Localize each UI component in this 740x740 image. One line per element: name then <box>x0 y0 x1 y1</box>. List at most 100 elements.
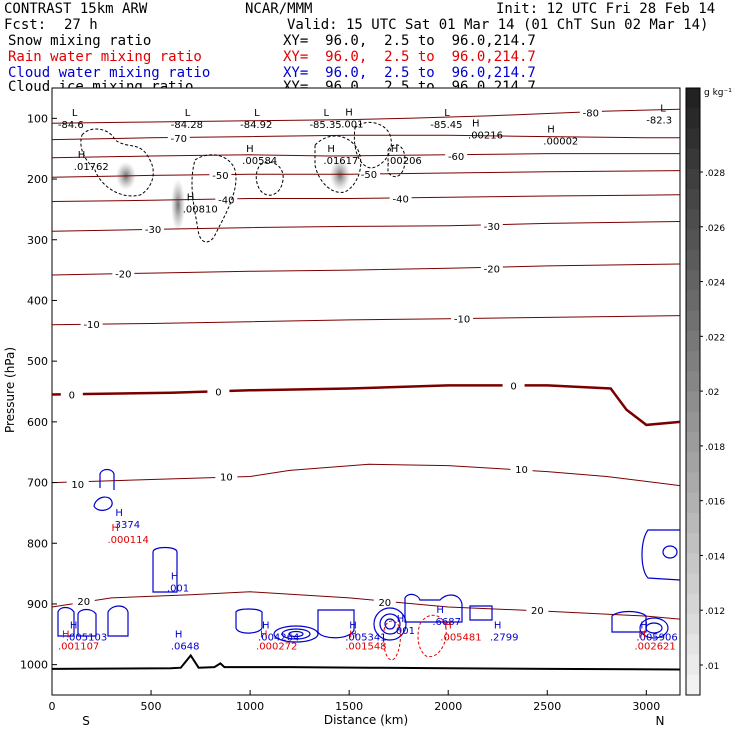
x-tick-label: 2000 <box>434 700 462 713</box>
colorbar-segment <box>686 128 700 150</box>
forecast-hour: 27 h <box>64 17 98 33</box>
isotherm-label-bg <box>80 318 103 331</box>
ice-contour <box>191 154 237 243</box>
max-value-label: .000114 <box>107 535 148 546</box>
colorbar-segment <box>686 270 700 291</box>
isotherm-label-bg <box>215 470 238 483</box>
max-marker: H <box>175 629 183 640</box>
min-marker: L <box>444 108 450 119</box>
isotherm-label-bg <box>112 267 135 280</box>
cloud-water-contour <box>641 529 681 581</box>
max-marker: H <box>327 144 335 155</box>
valid-time: Valid: 15 UTC Sat 01 Mar 14 (01 ChT Sun … <box>287 17 709 33</box>
cloud-water-contour <box>235 608 263 634</box>
max-value-label: .001 <box>393 626 415 637</box>
max-marker: H <box>349 620 357 631</box>
max-marker: H <box>262 620 270 631</box>
colorbar-segment <box>686 330 700 352</box>
x-tick-label: 2500 <box>533 700 561 713</box>
terrain-line <box>51 653 681 671</box>
isotherm-label: -50 <box>212 171 228 182</box>
colorbar-tick-label: .018 <box>705 443 725 453</box>
colorbar-tick-label: .028 <box>705 169 725 179</box>
x-axis-title: Distance (km) <box>324 713 408 727</box>
max-value-label: .001 <box>341 119 363 130</box>
y-axis-title: Pressure (hPa) <box>3 347 17 433</box>
max-marker: H <box>391 144 399 155</box>
isotherm-label: -70 <box>171 134 187 145</box>
isotherm-line <box>51 463 681 487</box>
isotherm-line <box>51 153 680 159</box>
isotherm-label-bg <box>72 594 95 607</box>
isotherm-label-bg <box>357 168 380 181</box>
isotherm-label: 20 <box>77 597 90 608</box>
isotherm-label: -50 <box>361 170 377 181</box>
cloud-water-contour <box>281 628 311 640</box>
isotherm-label-bg <box>579 106 602 119</box>
isotherm-label: 0 <box>215 388 221 399</box>
isotherm-line <box>51 134 680 141</box>
isotherm-label: -20 <box>115 270 131 281</box>
field-label-cloud-water: Cloud water mixing ratio <box>8 65 211 81</box>
colorbar-tick-label: .016 <box>705 498 725 508</box>
isotherm-label-bg <box>215 193 238 206</box>
max-value-label: .005103 <box>66 632 107 643</box>
colorbar-segment <box>686 573 700 595</box>
colorbar-segment <box>686 634 700 656</box>
max-marker: H <box>638 629 646 640</box>
min-marker: L <box>72 108 78 119</box>
isotherm-label: -60 <box>448 152 464 163</box>
isotherm-label-bg <box>480 262 503 275</box>
isotherm-label-bg <box>389 192 412 205</box>
isotherm-label: -80 <box>583 108 599 119</box>
colorbar-segment <box>686 168 700 190</box>
y-tick-label: 500 <box>27 355 48 368</box>
colorbar-segment <box>686 452 700 473</box>
isotherm-label: 20 <box>531 606 544 617</box>
colorbar-segment <box>686 371 700 392</box>
cloud-water-contour <box>662 545 678 559</box>
y-tick-label: 900 <box>27 598 48 611</box>
isotherm-label: 10 <box>71 480 84 491</box>
isotherm-label: 0 <box>69 391 75 402</box>
colorbar-segment <box>686 614 700 635</box>
colorbar-tick-label: .012 <box>705 607 725 617</box>
colorbar-tick-label: .02 <box>705 388 719 398</box>
cloud-water-contour <box>639 617 669 639</box>
cloud-water-contour <box>469 605 493 621</box>
colorbar-tick-label: .014 <box>705 552 725 562</box>
max-marker: H <box>397 614 405 625</box>
colorbar-segment <box>686 229 700 251</box>
max-marker: H <box>111 523 119 534</box>
max-marker: H <box>436 605 444 616</box>
colorbar-tick-label: .024 <box>705 279 725 289</box>
max-value-label: .005341 <box>345 632 386 643</box>
max-marker: H <box>640 620 648 631</box>
colorbar-segment <box>686 209 700 231</box>
ice-contour <box>80 128 154 197</box>
min-temp-label: -85.45 <box>430 120 462 131</box>
cloud-water-contour <box>152 546 178 593</box>
max-marker: H <box>547 124 555 135</box>
max-marker: H <box>472 118 480 129</box>
field-xy-rain: XY= 96.0, 2.5 to 96.0,214.7 <box>283 49 536 65</box>
max-marker: H <box>115 508 123 519</box>
colorbar-segment <box>686 674 700 696</box>
colorbar-segment <box>686 411 700 433</box>
isotherm-label: -20 <box>484 264 500 275</box>
max-marker: H <box>62 629 70 640</box>
min-marker: L <box>185 108 191 119</box>
cloud-water-contour <box>645 622 663 634</box>
x-tick-label: 1000 <box>236 700 264 713</box>
colorbar-segment <box>686 189 700 210</box>
colorbar-segment <box>686 431 700 453</box>
min-temp-label: -85.35 <box>309 120 341 131</box>
model-title: CONTRAST 15km ARW <box>4 1 148 17</box>
max-marker: H <box>70 620 78 631</box>
isotherm-label-bg <box>60 388 83 401</box>
isotherm-label-bg <box>480 219 503 232</box>
max-value-label: .01617 <box>323 156 358 167</box>
colorbar-segment <box>686 310 700 332</box>
max-value-label: .002621 <box>634 641 675 652</box>
